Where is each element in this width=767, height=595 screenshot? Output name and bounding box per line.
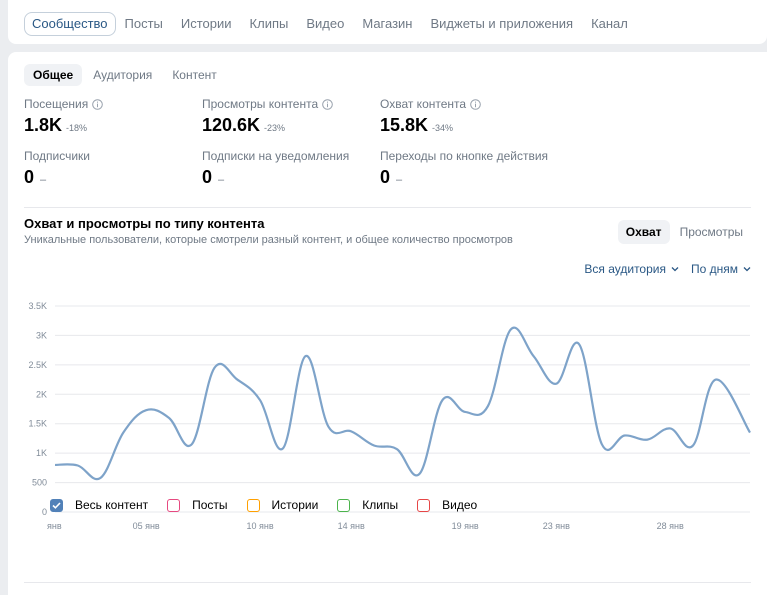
tab-widgets[interactable]: Виджеты и приложения — [430, 16, 574, 31]
legend-label: Истории — [271, 498, 319, 512]
info-icon[interactable] — [92, 98, 104, 110]
stat-label: Посещения — [24, 97, 89, 111]
tab-clips[interactable]: Клипы — [249, 16, 289, 31]
stat-content-reach: Охват контента 15.8K -34% — [380, 97, 556, 136]
chevron-down-icon — [671, 267, 679, 272]
legend-posts[interactable]: Посты — [167, 498, 228, 512]
audience-dropdown-label: Вся аудитория — [584, 262, 666, 276]
x-tick-label: 05 янв — [133, 521, 160, 531]
legend-label: Посты — [192, 498, 228, 512]
chart-legend: Весь контент Посты Истории Клипы Видео — [50, 498, 496, 512]
y-tick-label: 2.5K — [28, 360, 47, 370]
x-tick-label: 14 янв — [338, 521, 365, 531]
legend-video[interactable]: Видео — [417, 498, 477, 512]
stat-label: Переходы по кнопке действия — [380, 149, 549, 163]
chart-filters: Вся аудитория По дням — [572, 262, 751, 276]
stat-label: Просмотры контента — [202, 97, 319, 111]
stat-value: 15.8K — [380, 115, 429, 135]
tab-stories[interactable]: Истории — [180, 16, 232, 31]
stat-label: Подписчики — [24, 149, 91, 163]
period-dropdown-label: По дням — [690, 262, 738, 276]
stat-value: 0 — [380, 167, 391, 187]
divider — [24, 207, 751, 208]
x-tick-label: 10 янв — [247, 521, 274, 531]
subtab-content[interactable]: Контент — [172, 68, 217, 82]
checkbox-icon[interactable] — [337, 498, 351, 512]
mode-views-button[interactable]: Просмотры — [679, 225, 743, 239]
y-tick-label: 0 — [42, 507, 47, 517]
tab-posts[interactable]: Посты — [124, 16, 163, 31]
stat-delta: -23% — [264, 123, 286, 133]
y-tick-label: 1.5K — [28, 419, 47, 429]
tab-shop[interactable]: Магазин — [362, 16, 413, 31]
section-title: Охват и просмотры по типу контента — [24, 216, 265, 231]
info-icon[interactable] — [322, 98, 333, 110]
legend-label: Видео — [442, 498, 478, 512]
info-icon[interactable] — [470, 98, 481, 110]
metric-switch: Охват Просмотры — [616, 220, 751, 244]
stat-visits: Посещения 1.8K -18% — [24, 97, 200, 136]
stat-value: 1.8K — [24, 115, 63, 135]
stat-label: Подписки на уведомления — [202, 149, 350, 163]
x-tick-label: 28 янв — [657, 521, 684, 531]
legend-clips[interactable]: Клипы — [337, 498, 398, 512]
checkbox-icon[interactable] — [417, 498, 431, 512]
divider — [24, 582, 751, 583]
stat-value: 0 — [24, 167, 35, 187]
subtab-audience[interactable]: Аудитория — [93, 68, 153, 82]
sub-tabs: Общее Аудитория Контент — [24, 64, 228, 86]
checkbox-icon[interactable] — [167, 498, 181, 512]
stat-notification-subs: Подписки на уведомления 0 – — [202, 149, 378, 188]
checkbox-icon[interactable] — [246, 498, 260, 512]
x-tick-label: янв — [47, 521, 62, 531]
chevron-down-icon — [743, 267, 751, 272]
audience-dropdown[interactable]: Вся аудитория — [584, 262, 679, 276]
stat-value: 0 — [202, 167, 213, 187]
stat-action-clicks: Переходы по кнопке действия 0 – — [380, 149, 556, 188]
subtab-general[interactable]: Общее — [24, 64, 83, 86]
legend-all-content[interactable]: Весь контент — [50, 498, 148, 512]
legend-label: Весь контент — [75, 498, 149, 512]
stats-card: Общее Аудитория Контент Посещения 1.8K -… — [8, 52, 767, 595]
y-tick-label: 3.5K — [28, 301, 47, 311]
stat-label: Охват контента — [380, 97, 467, 111]
stat-delta: -18% — [66, 123, 88, 133]
stat-delta: – — [218, 174, 225, 186]
y-tick-label: 3K — [36, 330, 47, 340]
mode-reach-button[interactable]: Охват — [617, 220, 670, 244]
stat-delta: -34% — [432, 123, 454, 133]
x-tick-label: 19 янв — [452, 521, 479, 531]
top-nav-card: Сообщество Посты Истории Клипы Видео Маг… — [8, 0, 767, 44]
stat-delta: – — [396, 174, 403, 186]
legend-label: Клипы — [362, 498, 399, 512]
legend-stories[interactable]: Истории — [246, 498, 319, 512]
stat-delta: – — [40, 174, 47, 186]
y-tick-label: 2K — [36, 389, 47, 399]
top-tabs: Сообщество Посты Истории Клипы Видео Маг… — [24, 11, 637, 37]
checkbox-checked-icon[interactable] — [50, 498, 63, 512]
stat-content-views: Просмотры контента 120.6K -23% — [202, 97, 378, 136]
period-dropdown[interactable]: По дням — [691, 262, 751, 276]
stat-value: 120.6K — [202, 115, 261, 135]
y-tick-label: 1K — [36, 448, 47, 458]
x-tick-label: 23 янв — [543, 521, 570, 531]
y-tick-label: 500 — [32, 478, 47, 488]
stat-subscribers: Подписчики 0 – — [24, 149, 200, 188]
section-subtitle: Уникальные пользователи, которые смотрел… — [24, 234, 513, 246]
tab-channel[interactable]: Канал — [591, 16, 628, 31]
series-line-all-content[interactable] — [54, 326, 751, 481]
tab-community[interactable]: Сообщество — [24, 12, 116, 36]
tab-video[interactable]: Видео — [306, 16, 345, 31]
